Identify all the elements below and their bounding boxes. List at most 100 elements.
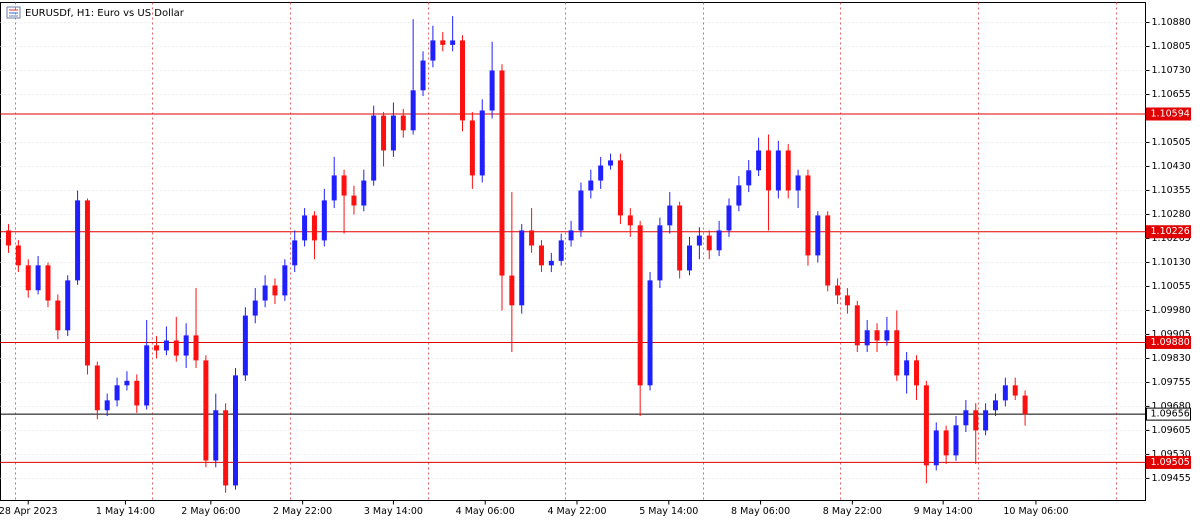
level-label-box	[1146, 455, 1191, 469]
candle-body	[213, 410, 219, 461]
candle-body	[361, 180, 367, 206]
candle-body	[756, 150, 762, 171]
y-tick-label: 1.09455	[1152, 473, 1191, 484]
candle-body	[302, 215, 308, 241]
candle-body	[923, 385, 929, 466]
candle-body	[775, 150, 781, 191]
level-label: 1.09880	[1151, 337, 1190, 348]
candle-body	[568, 230, 574, 241]
candle-body	[114, 385, 120, 401]
level-label: 1.10226	[1151, 226, 1190, 237]
grid	[0, 2, 1146, 501]
candle-body	[351, 195, 357, 206]
level-label-box	[1146, 407, 1191, 421]
candle-body	[124, 380, 130, 386]
candle-body	[805, 175, 811, 256]
candle-body	[815, 215, 821, 256]
candle-body	[381, 115, 387, 151]
candle-body	[499, 70, 505, 276]
y-tick-label: 1.10055	[1152, 281, 1191, 292]
candle-body	[154, 345, 160, 351]
candle-body	[509, 275, 515, 306]
candle-body	[943, 430, 949, 456]
level-label: 1.10594	[1151, 109, 1190, 120]
candle-body	[282, 265, 288, 296]
candle-body	[1022, 395, 1028, 415]
candle-body	[746, 170, 752, 186]
candle-body	[963, 410, 969, 426]
candle-body	[716, 230, 722, 251]
candle-body	[35, 265, 41, 291]
candle-body	[460, 40, 466, 121]
candle-body	[588, 180, 594, 191]
x-tick-label: 4 May 22:00	[547, 506, 606, 517]
candle-body	[134, 380, 140, 406]
x-tick-label: 5 May 14:00	[639, 506, 698, 517]
candle-body	[5, 230, 11, 246]
candle-body	[548, 260, 554, 266]
candle-body	[854, 305, 860, 346]
candle-body	[844, 295, 850, 306]
candle-body	[469, 120, 475, 176]
symbol-icon	[6, 6, 21, 19]
candle-body	[183, 335, 189, 356]
candle-body	[75, 200, 81, 281]
candle-body	[835, 285, 841, 296]
candle-body	[706, 235, 712, 251]
candle-body	[55, 300, 61, 331]
candle-body	[677, 205, 683, 271]
candle-body	[1012, 385, 1018, 396]
candle-body	[321, 200, 327, 241]
level-label-box	[1146, 225, 1191, 239]
candle-body	[529, 230, 535, 246]
candle-body	[894, 330, 900, 376]
candle-body	[933, 430, 939, 466]
candle-body	[400, 115, 406, 131]
y-tick-label: 1.10655	[1152, 89, 1191, 100]
y-tick-label: 1.10355	[1152, 185, 1191, 196]
candle-body	[627, 215, 633, 226]
candle-body	[992, 400, 998, 411]
candle-body	[914, 360, 920, 386]
y-tick-label: 1.10130	[1152, 257, 1191, 268]
x-tick-label: 3 May 14:00	[364, 506, 423, 517]
candle-body	[420, 60, 426, 91]
level-label: 1.09656	[1151, 409, 1190, 420]
y-tick-label: 1.09755	[1152, 377, 1191, 388]
candle-body	[479, 110, 485, 176]
candle-body	[637, 225, 643, 386]
y-tick-label: 1.09980	[1152, 305, 1191, 316]
y-tick-label: 1.10505	[1152, 137, 1191, 148]
candle-body	[144, 345, 150, 406]
candle-body	[94, 365, 100, 411]
level-label: 1.09505	[1151, 457, 1190, 468]
y-tick-label: 1.09830	[1152, 353, 1191, 364]
candle-body	[657, 225, 663, 281]
candle-body	[538, 245, 544, 266]
candle-body	[104, 400, 110, 411]
candle-body	[558, 240, 564, 261]
candle-body	[15, 245, 21, 266]
candle-body	[598, 165, 604, 181]
candle-body	[45, 265, 51, 301]
candle-body	[233, 375, 239, 486]
candle-body	[242, 315, 248, 376]
candle-body	[262, 285, 268, 301]
candle-body	[884, 330, 890, 341]
candle-body	[331, 175, 337, 201]
candle-body	[825, 215, 831, 286]
candle-body	[163, 340, 169, 351]
x-tick-label: 2 May 06:00	[181, 506, 240, 517]
candle-body	[687, 245, 693, 271]
candle-body	[390, 115, 396, 151]
candle-body	[696, 235, 702, 246]
candle-body	[203, 360, 209, 461]
candle-body	[430, 40, 436, 61]
level-label-box	[1146, 107, 1191, 121]
x-tick-label: 8 May 06:00	[731, 506, 790, 517]
candle-body	[489, 70, 495, 111]
candle-body	[617, 160, 623, 216]
candle-body	[736, 185, 742, 206]
x-tick-label: 10 May 06:00	[1003, 506, 1068, 517]
candle-body	[904, 360, 910, 376]
